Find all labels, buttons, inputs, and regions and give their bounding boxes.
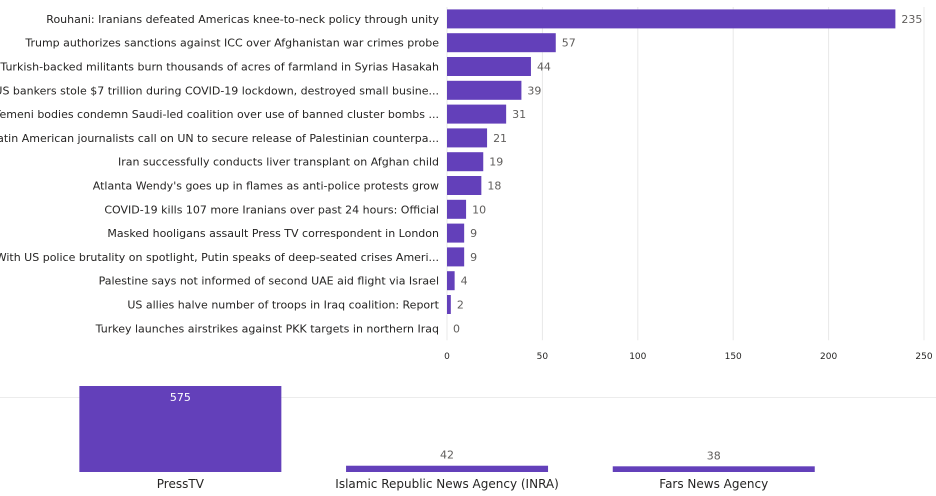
category-label: Masked hooligans assault Press TV corres…: [107, 227, 439, 240]
bar: [447, 104, 507, 124]
category-label: Atlanta Wendy's goes up in flames as ant…: [93, 180, 439, 193]
data-label: 38: [707, 449, 721, 462]
data-label: 42: [440, 449, 454, 462]
x-tick-label: 0: [444, 352, 450, 362]
data-label: 44: [537, 61, 551, 74]
data-label: 31: [512, 108, 526, 121]
data-label: 9: [470, 227, 477, 240]
category-label: Iran successfully conducts liver transpl…: [118, 156, 439, 169]
bottom-vertical-bar-chart: 575 PressTV 42 Islamic Republic News Agency…: [79, 386, 815, 491]
bar: [447, 271, 455, 291]
chart-divider: [0, 397, 936, 398]
data-label: 9: [470, 251, 477, 264]
x-tick-label: 50: [537, 352, 549, 362]
category-label: Turkish-backed militants burn thousands …: [0, 61, 439, 74]
category-label: With US police brutality on spotlight, P…: [0, 251, 439, 264]
bar: [447, 152, 484, 172]
bar: [447, 223, 465, 243]
x-tick-label: 250: [915, 352, 932, 362]
data-label: 0: [453, 322, 460, 335]
data-label: 19: [489, 156, 503, 169]
category-label: US bankers stole $7 trillion during COVI…: [0, 84, 439, 97]
bar: [447, 247, 465, 267]
bar: [447, 57, 531, 76]
data-label: 4: [461, 275, 468, 288]
x-tick-label: 100: [629, 352, 646, 362]
bar: [447, 128, 488, 148]
x-tick-label: 150: [725, 352, 742, 362]
data-label: 57: [562, 37, 576, 50]
bar: [447, 9, 896, 29]
data-label: 235: [901, 13, 922, 26]
category-label: Trump authorizes sanctions against ICC o…: [24, 37, 439, 50]
category-label: Turkey launches airstrikes against PKK t…: [95, 322, 439, 335]
bar: [346, 465, 549, 472]
category-label: PressTV: [157, 477, 205, 491]
bar: [79, 386, 282, 472]
bar: [447, 80, 522, 100]
x-tick-label: 200: [820, 352, 837, 362]
bar: [447, 33, 556, 53]
data-label: 18: [487, 180, 501, 193]
category-label: Fars News Agency: [659, 477, 768, 491]
category-label: Rouhani: Iranians defeated Americas knee…: [46, 13, 439, 26]
bar: [447, 176, 482, 195]
bar: [447, 295, 451, 314]
category-label: Yemeni bodies condemn Saudi-led coalitio…: [0, 108, 439, 121]
data-label: 39: [527, 84, 541, 97]
data-label: 575: [170, 391, 191, 404]
bar: [612, 466, 815, 472]
data-label: 21: [493, 132, 507, 145]
category-label: US allies halve number of troops in Iraq…: [127, 299, 439, 312]
data-label: 2: [457, 299, 464, 312]
bar: [447, 199, 467, 219]
category-label: COVID-19 kills 107 more Iranians over pa…: [104, 203, 439, 216]
category-label: Palestine says not informed of second UA…: [99, 275, 439, 288]
category-label: Latin American journalists call on UN to…: [0, 132, 439, 145]
data-label: 10: [472, 203, 486, 216]
category-label: Islamic Republic News Agency (INRA): [335, 477, 559, 491]
